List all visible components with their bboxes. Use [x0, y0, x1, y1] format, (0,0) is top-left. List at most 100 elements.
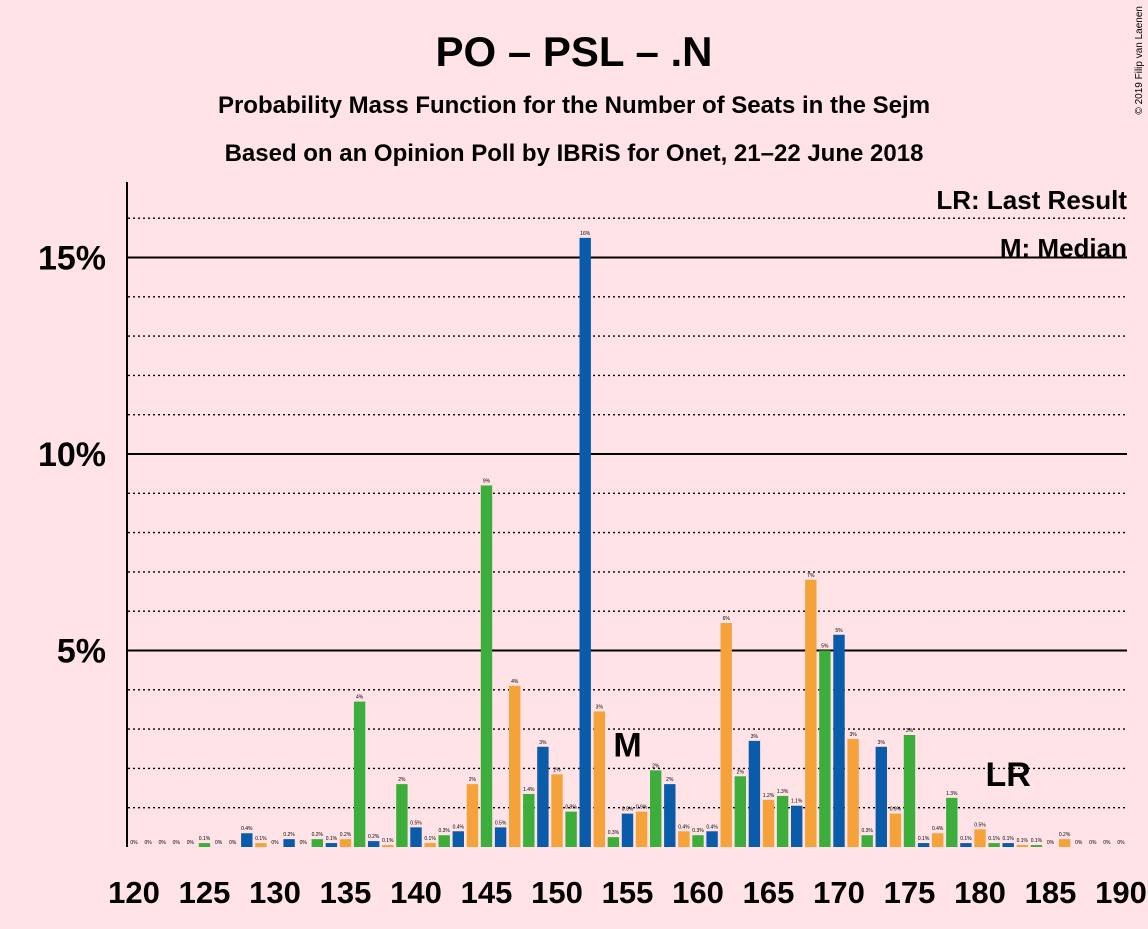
bar-seats-149 — [537, 746, 549, 847]
x-tick-label-185: 185 — [1025, 875, 1077, 910]
bar-seats-180 — [974, 829, 986, 847]
data-label-seats-186: 0.2% — [1059, 832, 1071, 838]
bar-seats-173 — [875, 746, 887, 847]
bar-seats-145 — [480, 485, 493, 847]
bar-seats-165 — [762, 799, 775, 847]
x-tick-label-160: 160 — [672, 875, 724, 910]
x-tick-label-155: 155 — [602, 875, 654, 910]
data-label-seats-142: 0.3% — [438, 828, 450, 834]
bar-seats-144 — [466, 784, 479, 847]
bar-seats-162 — [720, 622, 732, 847]
bar-seats-179 — [960, 843, 972, 847]
data-label-seats-184: 0.1% — [1031, 838, 1043, 844]
median-marker: M — [613, 727, 641, 765]
bar-seats-158 — [664, 784, 676, 847]
bar-seats-175 — [903, 734, 916, 847]
bar-seats-129 — [255, 843, 267, 847]
bar-seats-133 — [311, 839, 323, 847]
data-label-seats-175: 3% — [906, 728, 914, 734]
data-label-seats-182: 0.1% — [1002, 836, 1014, 842]
data-label-seats-129: 0.1% — [255, 836, 267, 842]
data-label-seats-121: 0% — [144, 840, 152, 846]
copyright: © 2019 Filip van Laenen — [1134, 6, 1145, 115]
data-label-seats-135: 0.2% — [340, 832, 352, 838]
x-tick-label-140: 140 — [390, 875, 442, 910]
data-label-seats-156: 0.9% — [636, 805, 648, 811]
data-label-seats-146: 0.5% — [495, 820, 507, 826]
bar-seats-153 — [593, 711, 605, 847]
bar-seats-140 — [410, 827, 422, 847]
data-label-seats-152: 16% — [580, 231, 591, 237]
bar-seats-138 — [382, 845, 394, 847]
x-tick-label-135: 135 — [320, 875, 372, 910]
data-label-seats-171: 3% — [849, 732, 857, 738]
bar-seats-176 — [917, 843, 930, 847]
bar-seats-159 — [678, 831, 690, 847]
data-label-seats-128: 0.4% — [241, 826, 253, 832]
bar-seats-151 — [565, 811, 577, 847]
legend-median: M: Median — [1000, 233, 1127, 263]
bar-seats-142 — [438, 835, 450, 847]
data-label-seats-189: 0% — [1103, 840, 1111, 846]
annotations: M LR — [613, 727, 1031, 794]
x-tick-label-180: 180 — [954, 875, 1006, 910]
x-tick-label-175: 175 — [884, 875, 936, 910]
bar-seats-168 — [805, 579, 817, 847]
data-label-seats-124: 0% — [187, 840, 195, 846]
bar-seats-172 — [861, 835, 873, 847]
data-label-seats-174: 0.9% — [890, 807, 902, 813]
bar-seats-181 — [988, 843, 1000, 847]
data-label-seats-158: 2% — [666, 777, 674, 783]
bar-seats-169 — [819, 650, 831, 847]
y-tick-label-15: 15% — [38, 240, 106, 278]
bar-seats-163 — [734, 776, 746, 847]
data-label-seats-163: 2% — [737, 769, 745, 775]
data-label-seats-151: 0.9% — [565, 805, 577, 811]
data-label-seats-133: 0.2% — [312, 832, 324, 838]
data-label-seats-166: 1.3% — [777, 789, 789, 795]
bar-seats-177 — [932, 833, 944, 847]
y-tick-label-5: 5% — [57, 633, 106, 671]
data-label-seats-139: 2% — [398, 777, 406, 783]
bar-seats-143 — [452, 831, 464, 847]
data-label-seats-181: 0.1% — [988, 836, 1000, 842]
bar-seats-183 — [1016, 845, 1028, 847]
data-label-seats-140: 0.5% — [410, 820, 422, 826]
y-tick-label-10: 10% — [38, 436, 106, 474]
data-label-seats-131: 0.2% — [283, 832, 295, 838]
data-label-seats-132: 0% — [300, 840, 308, 846]
data-label-seats-160: 0.3% — [692, 828, 704, 834]
data-label-seats-130: 0% — [271, 840, 279, 846]
data-label-seats-190: 0% — [1117, 840, 1125, 846]
bar-seats-186 — [1058, 839, 1071, 847]
data-label-seats-179: 0.1% — [960, 836, 972, 842]
bar-seats-148 — [523, 793, 535, 847]
data-label-seats-188: 0% — [1089, 840, 1097, 846]
bar-seats-139 — [396, 784, 408, 847]
bar-seats-160 — [692, 835, 704, 847]
bar-seats-146 — [494, 827, 507, 847]
data-label-seats-126: 0% — [215, 840, 223, 846]
data-label-seats-177: 0.4% — [932, 826, 944, 832]
data-label-seats-138: 0.1% — [382, 838, 394, 844]
legend-last-result: LR: Last Result — [936, 185, 1127, 215]
bar-seats-135 — [339, 839, 352, 847]
bar-seats-131 — [283, 839, 295, 847]
bar-seats-174 — [889, 813, 902, 847]
gridlines — [128, 217, 1127, 809]
bar-seats-164 — [748, 740, 761, 847]
data-label-seats-147: 4% — [511, 679, 519, 685]
data-label-seats-122: 0% — [159, 840, 167, 846]
data-label-seats-157: 2% — [652, 763, 660, 769]
last-result-marker: LR — [986, 756, 1031, 794]
data-label-seats-141: 0.1% — [424, 836, 436, 842]
bar-seats-161 — [706, 831, 718, 847]
data-label-seats-180: 0.5% — [974, 822, 986, 828]
bar-seats-155 — [621, 813, 634, 847]
data-label-seats-169: 5% — [821, 644, 829, 650]
data-label-seats-173: 3% — [878, 740, 886, 746]
bar-seats-178 — [946, 797, 958, 847]
data-label-seats-155: 0.9% — [622, 807, 634, 813]
